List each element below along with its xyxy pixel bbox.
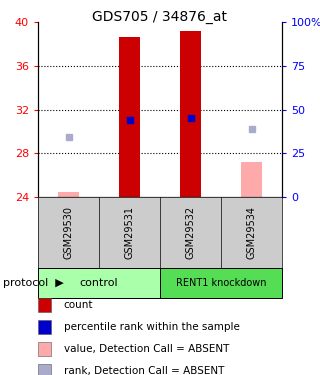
- Text: protocol  ▶: protocol ▶: [3, 278, 64, 288]
- Text: GSM29530: GSM29530: [63, 206, 74, 259]
- Text: percentile rank within the sample: percentile rank within the sample: [64, 322, 239, 332]
- Bar: [160, 268, 282, 298]
- Text: GSM29534: GSM29534: [246, 206, 257, 259]
- Bar: [58, 192, 79, 197]
- Bar: [119, 38, 140, 197]
- Text: rank, Detection Call = ABSENT: rank, Detection Call = ABSENT: [64, 366, 224, 375]
- Text: count: count: [64, 300, 93, 310]
- Bar: [38, 268, 160, 298]
- Bar: [180, 31, 201, 197]
- Bar: [241, 162, 262, 197]
- Text: RENT1 knockdown: RENT1 knockdown: [176, 278, 266, 288]
- Text: GSM29532: GSM29532: [186, 206, 196, 259]
- Text: value, Detection Call = ABSENT: value, Detection Call = ABSENT: [64, 344, 229, 354]
- Text: control: control: [80, 278, 118, 288]
- Text: GSM29531: GSM29531: [124, 206, 134, 259]
- Text: GDS705 / 34876_at: GDS705 / 34876_at: [92, 10, 228, 24]
